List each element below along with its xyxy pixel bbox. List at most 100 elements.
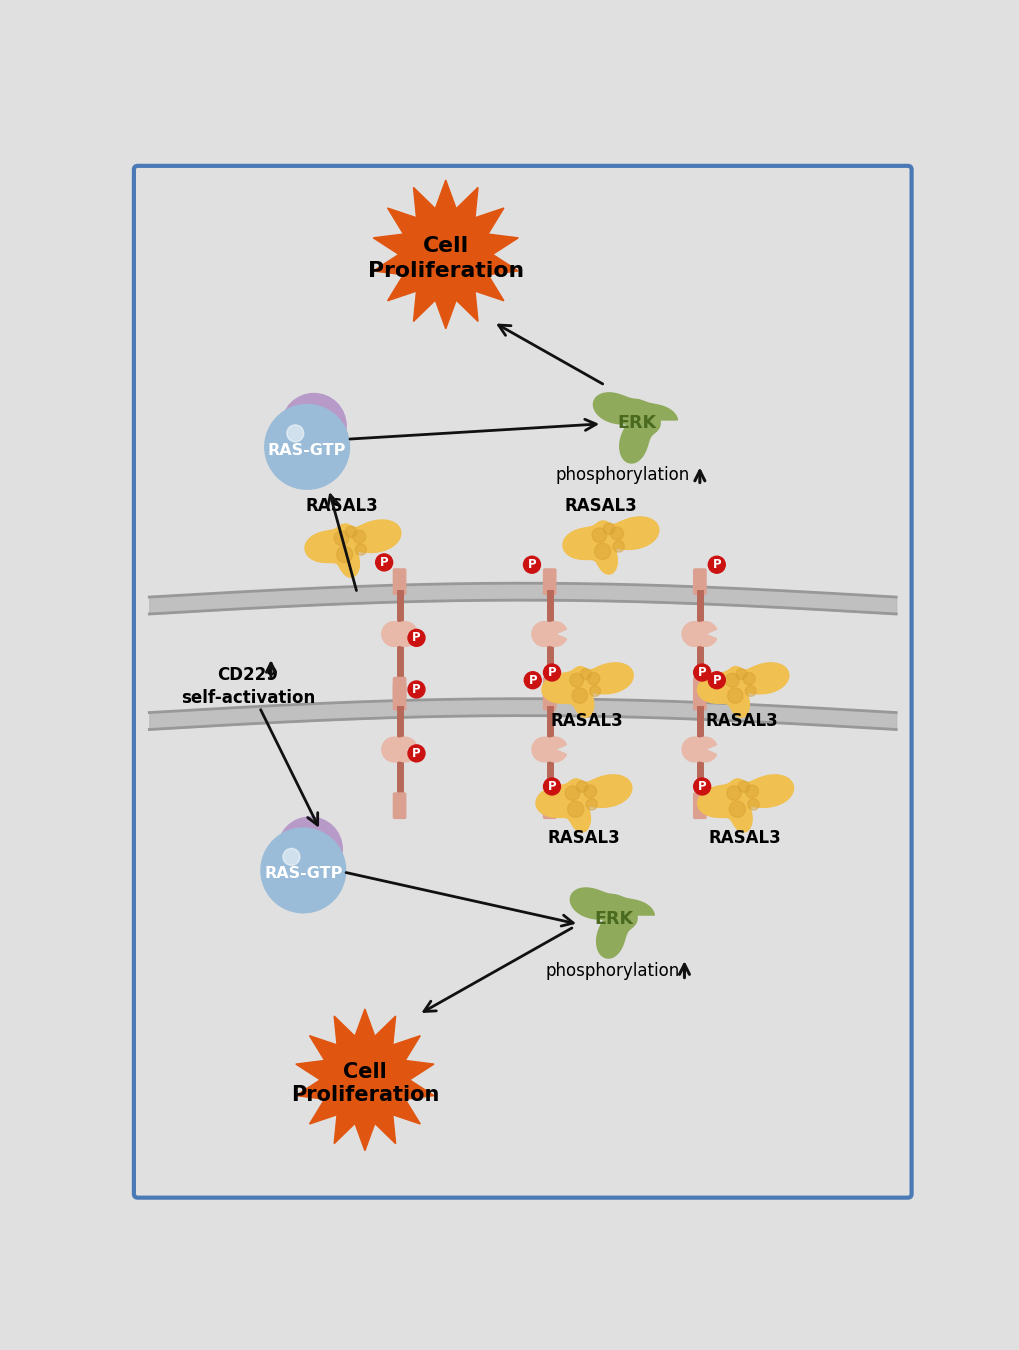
Circle shape [725,674,739,687]
Circle shape [736,668,746,679]
FancyBboxPatch shape [543,568,555,594]
Circle shape [355,544,366,555]
Circle shape [408,745,425,761]
Text: Proliferation: Proliferation [367,261,524,281]
Circle shape [281,394,345,458]
Circle shape [594,543,610,559]
Circle shape [572,688,587,703]
Text: P: P [412,747,421,760]
Circle shape [261,828,345,913]
Circle shape [738,780,749,792]
FancyBboxPatch shape [693,792,705,818]
Circle shape [603,522,614,535]
Text: P: P [412,632,421,644]
Polygon shape [570,888,654,958]
Text: ERK: ERK [616,414,656,432]
Polygon shape [532,737,555,761]
Circle shape [693,664,710,680]
FancyBboxPatch shape [693,568,705,594]
Polygon shape [532,622,555,647]
Text: P: P [412,683,421,697]
Circle shape [745,686,755,697]
Circle shape [265,405,350,489]
Circle shape [745,784,758,798]
Circle shape [707,556,725,574]
Circle shape [567,801,583,817]
Circle shape [277,817,342,882]
Text: P: P [547,666,555,679]
Circle shape [286,425,304,441]
Circle shape [587,672,599,684]
Polygon shape [692,622,716,647]
Polygon shape [593,393,677,463]
FancyBboxPatch shape [543,684,555,710]
Circle shape [707,672,725,688]
Circle shape [727,688,742,703]
Circle shape [345,526,357,537]
Text: RAS-GTP: RAS-GTP [268,443,346,458]
Text: RASAL3: RASAL3 [305,497,378,516]
FancyBboxPatch shape [393,792,406,818]
Circle shape [334,531,348,545]
Polygon shape [542,737,566,761]
Circle shape [586,799,597,810]
Text: ERK: ERK [594,910,633,927]
Circle shape [408,629,425,647]
Polygon shape [392,737,416,761]
Circle shape [336,547,353,563]
FancyBboxPatch shape [543,792,555,818]
Circle shape [727,786,741,801]
Polygon shape [392,622,416,647]
Text: CD229: CD229 [217,666,278,684]
Text: P: P [547,780,555,792]
Text: phosphorylation: phosphorylation [555,466,689,485]
Circle shape [408,680,425,698]
Circle shape [591,528,606,543]
Polygon shape [305,520,400,578]
Text: P: P [712,558,720,571]
FancyBboxPatch shape [393,684,406,710]
Circle shape [524,672,541,688]
FancyBboxPatch shape [693,684,705,710]
Text: P: P [527,558,536,571]
Polygon shape [381,622,406,647]
Polygon shape [542,622,566,647]
Text: RASAL3: RASAL3 [705,711,777,730]
Text: RASAL3: RASAL3 [707,829,781,846]
Polygon shape [562,517,658,574]
Circle shape [543,778,559,795]
Text: Proliferation: Proliferation [290,1085,438,1106]
Text: P: P [697,666,706,679]
Text: self-activation: self-activation [180,688,315,707]
Circle shape [523,556,540,574]
Circle shape [610,526,623,540]
Circle shape [583,784,596,798]
FancyBboxPatch shape [393,678,406,703]
Text: RASAL3: RASAL3 [549,711,623,730]
Circle shape [375,554,392,571]
Text: P: P [528,674,537,687]
Text: RAS-GTP: RAS-GTP [264,867,342,882]
FancyBboxPatch shape [133,166,911,1197]
Text: P: P [697,780,706,792]
Polygon shape [296,1008,433,1150]
Circle shape [589,686,600,697]
Polygon shape [381,737,406,761]
Text: RASAL3: RASAL3 [547,829,621,846]
Circle shape [580,668,591,679]
Polygon shape [697,663,788,717]
Text: RASAL3: RASAL3 [565,497,637,516]
Text: Cell: Cell [342,1062,386,1083]
Text: phosphorylation: phosphorylation [545,961,680,980]
Circle shape [282,848,300,865]
Polygon shape [541,663,633,717]
Polygon shape [692,737,716,761]
Text: Cell: Cell [422,236,469,256]
Polygon shape [697,775,793,832]
Polygon shape [535,775,631,832]
Circle shape [543,664,559,680]
Circle shape [742,672,754,684]
Circle shape [576,780,587,792]
FancyBboxPatch shape [693,678,705,703]
Circle shape [693,778,710,795]
